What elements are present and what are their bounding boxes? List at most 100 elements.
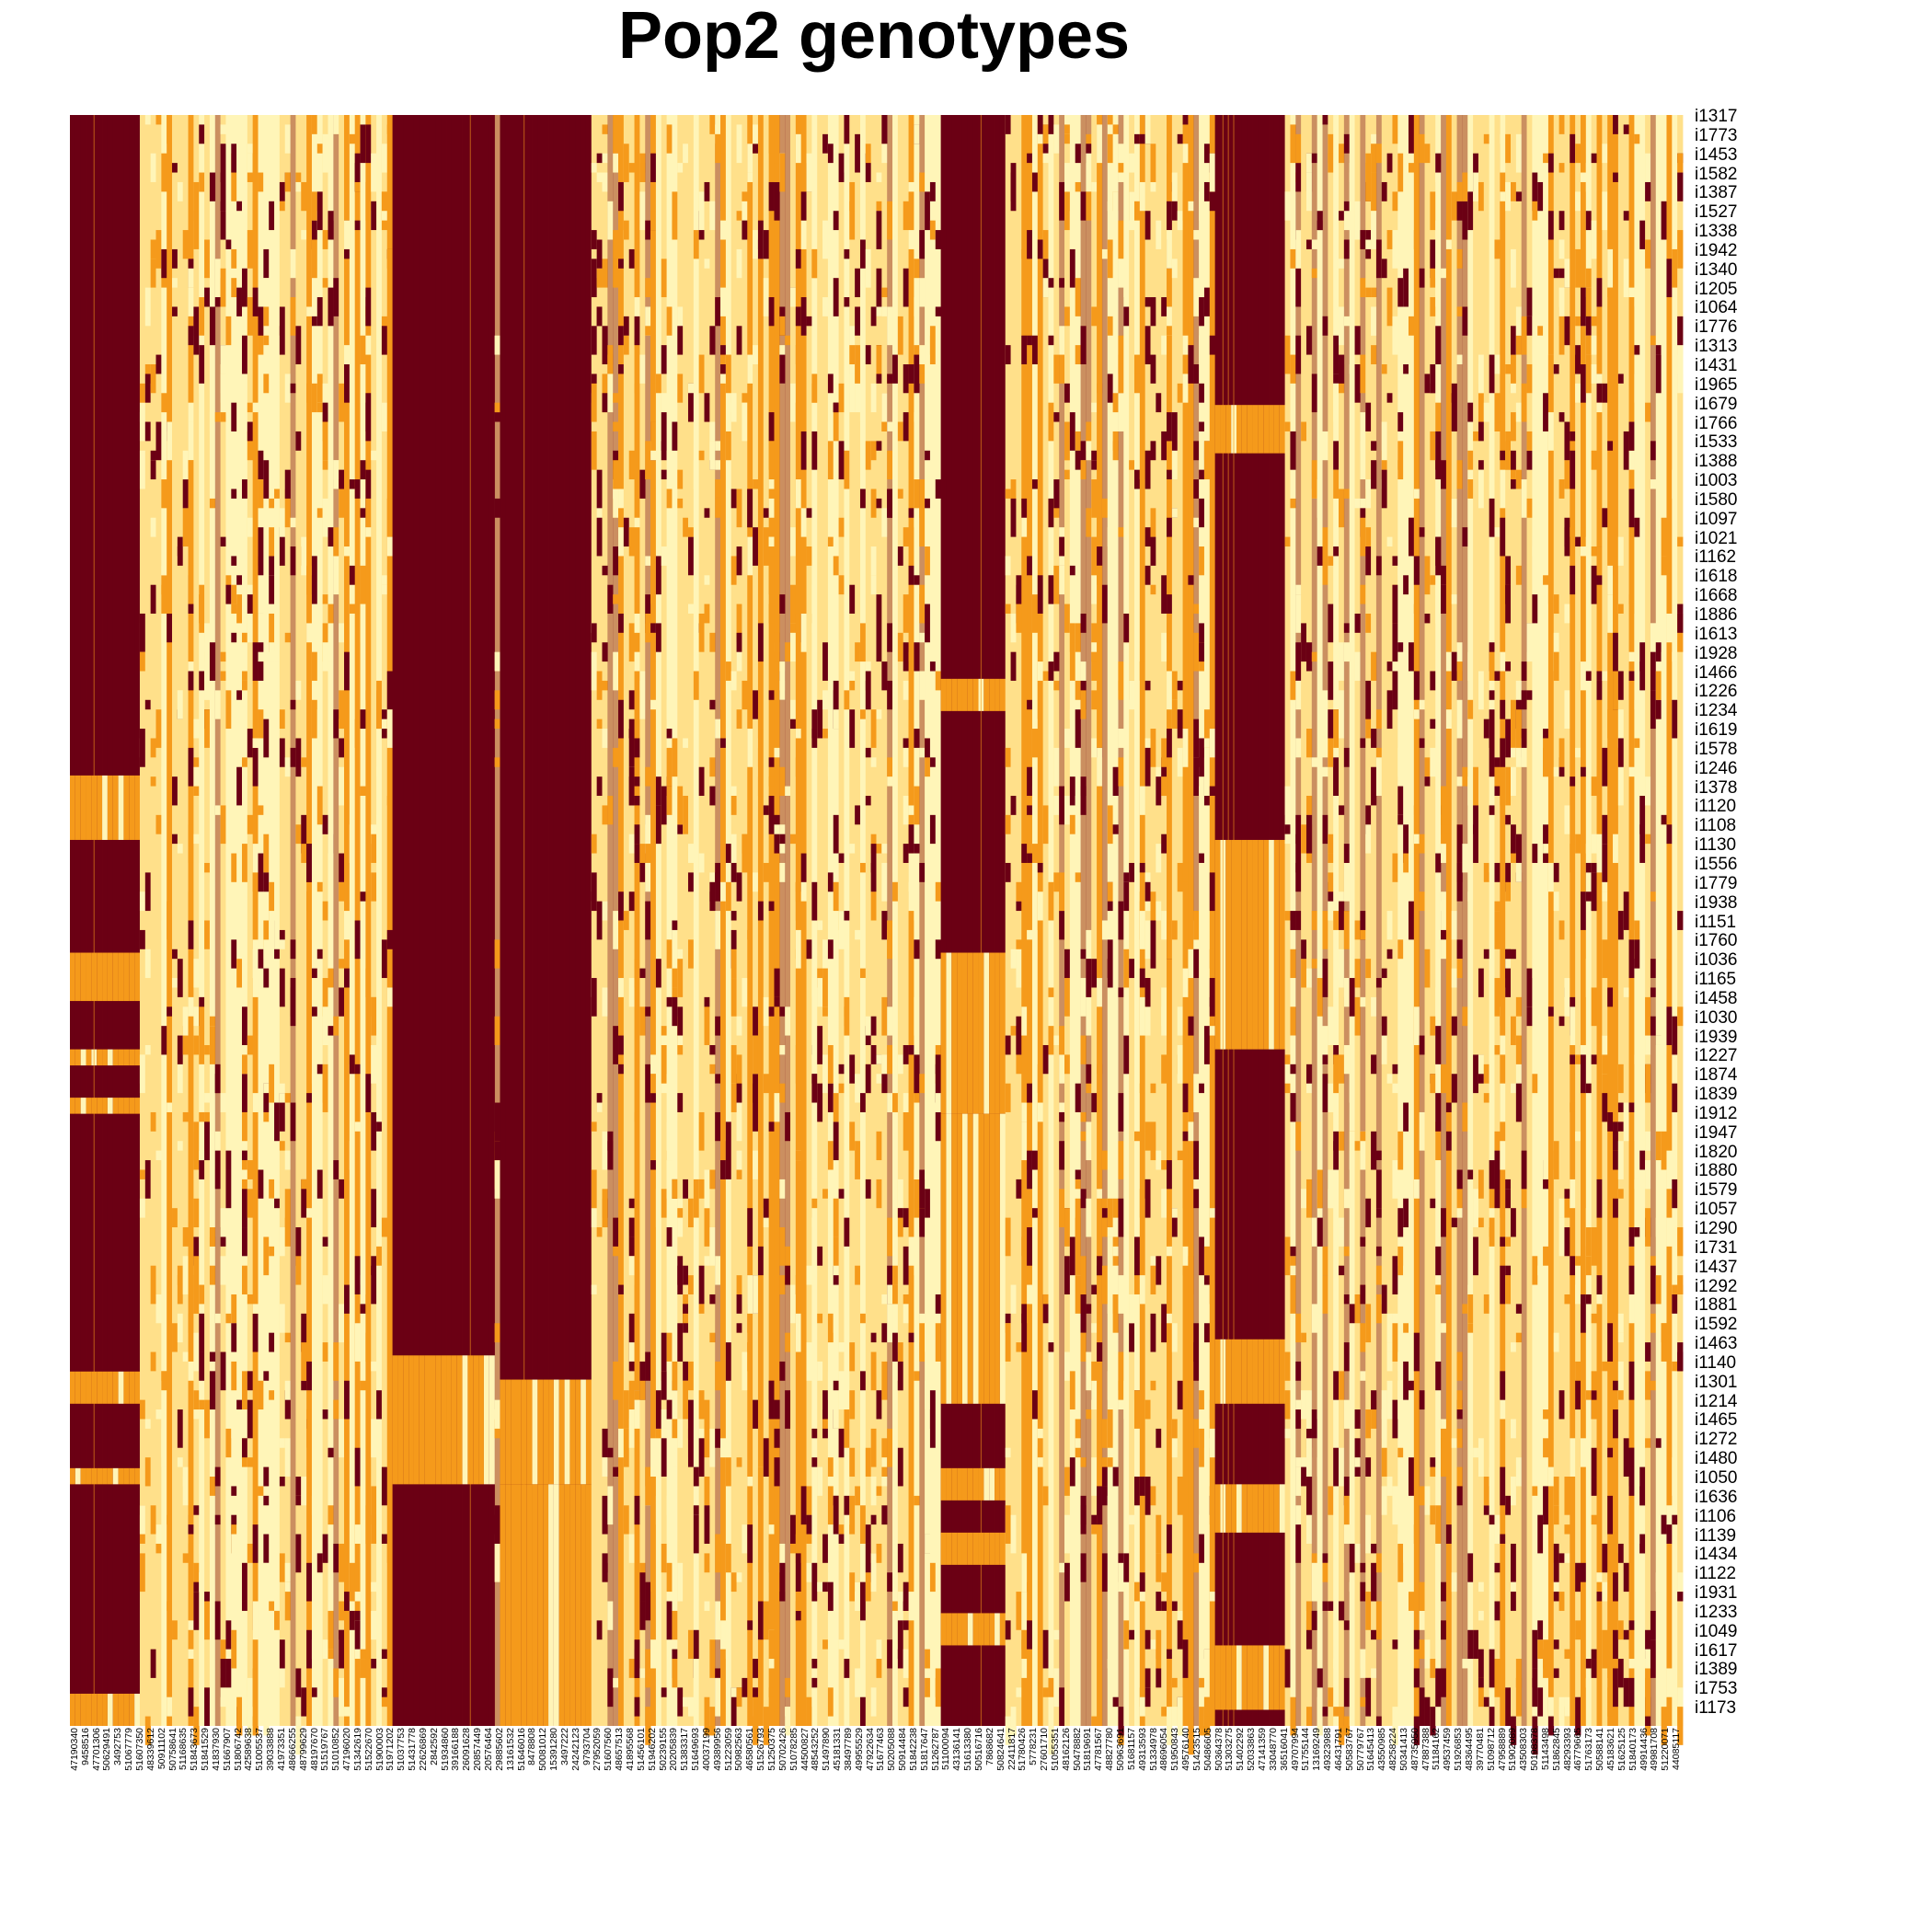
heatmap-cell (914, 1198, 920, 1209)
heatmap-cell (193, 1390, 200, 1410)
heatmap-cell (1247, 839, 1253, 1050)
heatmap-cell (1075, 1275, 1081, 1314)
heatmap-cell (892, 1265, 899, 1285)
heatmap-cell (1144, 881, 1151, 902)
heatmap-cell (715, 133, 721, 164)
heatmap-cell (929, 757, 937, 767)
heatmap-cell (1580, 1562, 1587, 1582)
heatmap-cell (645, 1707, 651, 1745)
heatmap-cell (1445, 115, 1453, 1726)
heatmap-cell (311, 383, 318, 413)
heatmap-cell (1133, 1390, 1141, 1429)
heatmap-cell (1661, 959, 1667, 979)
heatmap-cell (753, 115, 759, 1726)
heatmap-cell (1118, 1275, 1124, 1314)
heatmap-cell (1639, 661, 1646, 691)
heatmap-cell (258, 853, 264, 892)
heatmap-cell (1118, 1562, 1124, 1593)
heatmap-cell (779, 594, 786, 614)
heatmap-cell (1075, 709, 1081, 748)
heatmap-cell (1424, 1696, 1431, 1726)
heatmap-cell (1430, 239, 1436, 269)
heatmap-cell (645, 1649, 651, 1688)
heatmap-cell (1305, 1707, 1313, 1726)
heatmap-cell (639, 862, 646, 882)
heatmap-cell (333, 115, 339, 134)
heatmap-cell (666, 1361, 673, 1372)
heatmap-cell (1101, 1553, 1109, 1593)
heatmap-cell (1365, 1304, 1372, 1343)
heatmap-cell (607, 1141, 614, 1170)
heatmap-cell (161, 479, 167, 509)
heatmap-cell (1441, 901, 1447, 930)
heatmap-cell (666, 1160, 673, 1190)
heatmap-cell (779, 1361, 786, 1381)
heatmap-cell (1048, 575, 1054, 604)
heatmap-cell (795, 1534, 802, 1563)
heatmap-cell (1188, 201, 1194, 212)
heatmap-cell (1343, 844, 1351, 863)
heatmap-cell (301, 230, 307, 240)
heatmap-cell (301, 1313, 307, 1352)
heatmap-cell (757, 709, 765, 730)
heatmap-cell (295, 431, 302, 451)
heatmap-cell (720, 1016, 727, 1055)
heatmap-cell (1575, 248, 1581, 288)
heatmap-cell (1511, 824, 1517, 854)
heatmap-cell (1343, 1246, 1351, 1257)
heatmap-cell (817, 699, 823, 739)
heatmap-cell (1118, 1399, 1124, 1410)
heatmap-cell (1413, 1629, 1420, 1650)
heatmap-cell (97, 1049, 103, 1066)
heatmap-cell (897, 632, 904, 662)
heatmap-cell (628, 1380, 635, 1420)
heatmap-cell (709, 1332, 716, 1343)
heatmap-cell (1473, 1054, 1479, 1094)
heatmap-cell (333, 1399, 339, 1420)
heatmap-cell (1150, 508, 1156, 537)
heatmap-cell (1360, 911, 1366, 940)
heatmap-cell (613, 460, 619, 489)
heatmap-cell (1144, 747, 1151, 787)
heatmap-cell (995, 1467, 1001, 1501)
heatmap-cell (1365, 613, 1372, 633)
heatmap-cell (720, 1160, 727, 1179)
heatmap-cell (1424, 949, 1431, 988)
heatmap-cell (360, 1659, 366, 1678)
heatmap-cell (1381, 1016, 1388, 1036)
heatmap-cell (1252, 405, 1259, 454)
heatmap-cell (193, 1581, 200, 1593)
heatmap-cell (193, 211, 200, 249)
heatmap-cell (677, 824, 684, 834)
heatmap-cell (677, 498, 684, 509)
heatmap-cell (634, 1284, 640, 1314)
heatmap-cell (1558, 115, 1565, 134)
heatmap-cell (972, 1532, 979, 1565)
heatmap-cell (957, 1613, 963, 1646)
heatmap-cell (252, 402, 259, 413)
heatmap-cell (677, 306, 684, 336)
heatmap-cell (849, 1390, 856, 1420)
heatmap-cell (1354, 498, 1361, 509)
heatmap-cell (833, 1495, 839, 1535)
heatmap-cell (1193, 479, 1200, 499)
heatmap-cell (925, 604, 931, 643)
heatmap-cell (360, 124, 366, 164)
heatmap-cell (1570, 776, 1576, 787)
heatmap-cell (1203, 287, 1211, 316)
heatmap-cell (983, 1113, 990, 1404)
heatmap-cell (687, 383, 695, 394)
heatmap-cell (661, 1044, 668, 1084)
heatmap-cell (376, 814, 383, 825)
heatmap-cell (897, 1543, 904, 1573)
heatmap-cell (107, 1693, 114, 1726)
heatmap-cell (220, 1256, 226, 1285)
heatmap-cell (311, 115, 318, 134)
heatmap-cell (1360, 1323, 1366, 1352)
heatmap-cell (473, 115, 479, 1726)
heatmap-cell (914, 1169, 920, 1179)
heatmap-cell (279, 1304, 286, 1333)
row-label: i1582 (1695, 164, 1738, 184)
heatmap-cell (220, 144, 226, 182)
heatmap-cell (1441, 268, 1447, 279)
